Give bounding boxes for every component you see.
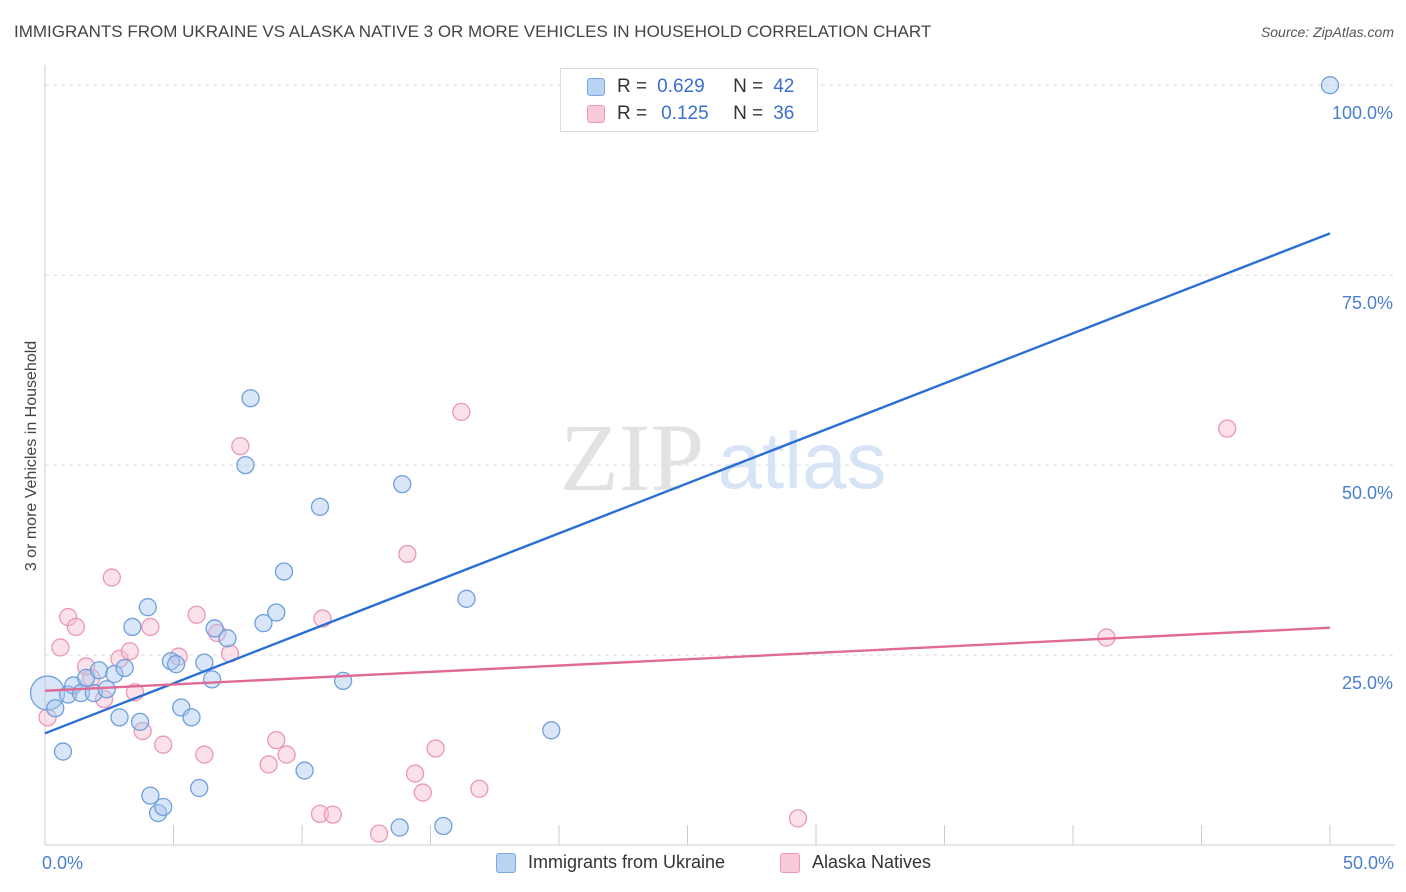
alaska-point: [369, 824, 389, 843]
ukraine-point: [202, 670, 222, 689]
ukraine-point: [236, 455, 255, 475]
ukraine-point: [110, 708, 129, 727]
ukraine-point: [46, 699, 65, 718]
ukraine-point: [274, 562, 294, 581]
alaska-point: [788, 809, 808, 828]
alaska-point: [120, 642, 139, 661]
watermark-atlas: atlas: [718, 416, 887, 505]
alaska-point: [405, 764, 425, 783]
trend-lines: [44, 232, 1331, 735]
axes: [44, 65, 1395, 846]
alaska-point: [195, 745, 214, 764]
legend-r-value-alaska: 0.125: [661, 103, 709, 124]
alaska-point: [82, 668, 101, 687]
alaska-point: [452, 402, 471, 422]
ukraine-point: [434, 816, 453, 836]
legend-n-label-alaska: N =: [733, 103, 764, 124]
ukraine-point: [89, 661, 109, 680]
tick-labels: 25.0% 50.0% 75.0% 100.0% 0.0% 50.0%: [42, 103, 1394, 873]
legend-row-ukraine: R = 0.629 N = 42: [587, 76, 794, 98]
alaska-point: [267, 730, 286, 750]
alaska-point: [323, 805, 342, 824]
alaska-point: [1218, 419, 1237, 438]
ukraine-point: [166, 655, 186, 674]
ukraine-point: [138, 598, 157, 617]
alaska-trend-line: [44, 626, 1331, 692]
bottom-swatch-ukraine: [496, 852, 516, 873]
ukraine-point: [190, 778, 209, 798]
ukraine-point: [161, 651, 181, 671]
alaska-point: [413, 783, 432, 802]
ukraine-point: [1320, 76, 1340, 95]
alaska-point: [154, 735, 173, 754]
grid-lines: [45, 84, 1395, 656]
ukraine-point: [295, 761, 314, 780]
alaska-point: [141, 617, 160, 637]
x-tick-label-min: 0.0%: [42, 853, 83, 873]
ukraine-point: [182, 708, 201, 727]
alaska-point: [310, 804, 330, 823]
alaska-point: [398, 544, 417, 564]
alaska-point: [277, 745, 296, 764]
y-tick-label: 100.0%: [1332, 103, 1393, 123]
legend-n-value-alaska: 36: [773, 103, 795, 124]
bottom-legend-ukraine: Immigrants from Ukraine: [496, 852, 725, 873]
alaska-point: [259, 755, 278, 774]
ukraine-point: [310, 497, 330, 517]
ukraine-point: [457, 589, 476, 608]
alaska-point: [102, 568, 121, 587]
ukraine-point: [97, 680, 116, 699]
x-tick-label-max: 50.0%: [1343, 853, 1394, 873]
alaska-point: [470, 779, 489, 798]
legend-r-label-ukraine: R =: [617, 76, 648, 97]
alaska-point: [187, 605, 206, 624]
ukraine-point: [105, 664, 124, 684]
bottom-legend-label-alaska: Alaska Natives: [812, 852, 932, 872]
legend-r-label-alaska: R =: [617, 103, 648, 124]
ukraine-trend-line: [44, 232, 1331, 735]
ukraine-point: [130, 712, 150, 732]
ukraine-point: [542, 721, 561, 740]
alaska-point: [51, 638, 70, 657]
legend-swatch-alaska: [587, 105, 605, 123]
ukraine-point: [115, 658, 134, 678]
y-tick-label: 50.0%: [1342, 483, 1393, 503]
ukraine-points: [29, 76, 1340, 837]
y-tick-label: 25.0%: [1342, 673, 1393, 693]
ukraine-point: [254, 613, 273, 633]
alaska-point: [66, 617, 85, 637]
ukraine-point: [205, 619, 224, 638]
bottom-legend-alaska: Alaska Natives: [780, 852, 931, 873]
y-tick-label: 75.0%: [1342, 293, 1393, 313]
ukraine-point: [218, 629, 237, 648]
alaska-point: [38, 708, 57, 727]
ukraine-point: [53, 742, 73, 761]
bottom-legend-label-ukraine: Immigrants from Ukraine: [528, 852, 726, 872]
legend-row-alaska: R = 0.125 N = 36: [587, 103, 794, 125]
alaska-point: [58, 607, 78, 627]
chart-title: IMMIGRANTS FROM UKRAINE VS ALASKA NATIVE…: [14, 22, 932, 41]
ukraine-point: [393, 474, 412, 494]
source-label: Source: ZipAtlas.com: [1260, 24, 1394, 40]
legend-r-value-ukraine: 0.629: [657, 76, 705, 97]
ukraine-point: [154, 797, 173, 817]
legend-n-value-ukraine: 42: [773, 76, 795, 97]
y-axis-label: 3 or more Vehicles in Household: [23, 341, 40, 571]
legend-swatch-ukraine: [587, 78, 605, 96]
watermark-zip: ZIP: [560, 404, 704, 511]
ukraine-point: [241, 389, 260, 408]
ukraine-point: [267, 603, 286, 622]
ukraine-point: [123, 617, 142, 637]
legend: R = 0.629 N = 42 R = 0.125 N = 36: [560, 68, 818, 132]
ukraine-point: [390, 818, 409, 837]
alaska-point: [426, 739, 445, 758]
legend-n-label-ukraine: N =: [733, 76, 764, 97]
ukraine-point: [141, 786, 160, 805]
bottom-swatch-alaska: [780, 852, 800, 873]
alaska-point: [231, 436, 250, 456]
watermark: ZIP atlas: [560, 404, 886, 511]
